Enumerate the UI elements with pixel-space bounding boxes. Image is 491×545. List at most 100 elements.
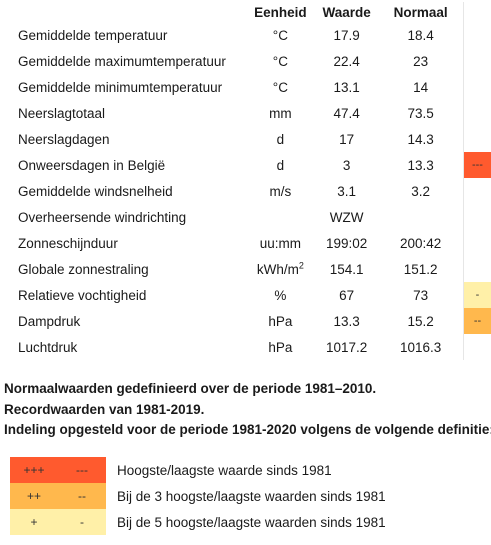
header-value: Waarde xyxy=(322,4,371,20)
row-label: Globale zonnestraling xyxy=(18,261,149,277)
row-label: Overheersende windrichting xyxy=(18,209,187,225)
header-normal: Normaal xyxy=(393,4,448,20)
table-row: Gemiddelde temperatuur °C 17.9 18.4 xyxy=(8,22,491,48)
legend-row: +++ --- Hoogste/laagste waarde sinds 198… xyxy=(10,457,386,483)
row-unit: hPa xyxy=(268,313,293,329)
note-record-period: Recordwaarden van 1981-2019. xyxy=(4,401,205,417)
row-normal: 151.2 xyxy=(403,261,438,277)
row-normal: 15.2 xyxy=(407,313,434,329)
climate-table: Eenheid Waarde Normaal Gemiddelde temper… xyxy=(8,2,491,360)
row-flag xyxy=(462,178,491,204)
legend-swatch-yellow: + - xyxy=(10,509,106,535)
row-unit: °C xyxy=(272,27,288,43)
row-label: Relatieve vochtigheid xyxy=(18,287,147,303)
row-flag xyxy=(462,334,491,360)
table-row: Zonneschijnduur uu:mm 199:02 200:42 xyxy=(8,230,491,256)
row-unit: hPa xyxy=(268,339,293,355)
row-flag xyxy=(462,48,491,74)
row-normal: 14.3 xyxy=(407,131,434,147)
row-label: Gemiddelde windsnelheid xyxy=(18,183,173,199)
row-value: 3 xyxy=(342,157,351,173)
row-value: 17 xyxy=(339,131,355,147)
table-row: Luchtdruk hPa 1017.2 1016.3 xyxy=(8,334,491,360)
legend-high-symbol: + xyxy=(30,515,38,529)
row-normal: 73 xyxy=(413,287,429,303)
row-label: Zonneschijnduur xyxy=(18,235,118,251)
row-normal: 1016.3 xyxy=(400,339,442,355)
notes: Normaalwaarden gedefinieerd over de peri… xyxy=(4,379,491,441)
row-normal: 73.5 xyxy=(407,105,434,121)
row-value: 199:02 xyxy=(326,235,368,251)
row-label: Onweersdagen in België xyxy=(18,157,166,173)
row-normal: 14 xyxy=(413,79,429,95)
row-normal xyxy=(378,204,463,230)
legend: +++ --- Hoogste/laagste waarde sinds 198… xyxy=(10,457,386,535)
row-normal: 23 xyxy=(413,53,429,69)
row-label: Neerslagtotaal xyxy=(18,105,106,121)
row-value: 1017.2 xyxy=(326,339,368,355)
row-unit: mm xyxy=(269,105,292,121)
table-row: Relatieve vochtigheid % 67 73 - xyxy=(8,282,491,308)
table-row: Gemiddelde windsnelheid m/s 3.1 3.2 xyxy=(8,178,491,204)
row-normal: 200:42 xyxy=(400,235,442,251)
row-flag xyxy=(462,74,491,100)
legend-low-symbol: - xyxy=(80,515,84,529)
legend-high-symbol: ++ xyxy=(26,489,41,503)
table-row: Overheersende windrichting WZW xyxy=(8,204,491,230)
row-value: 13.1 xyxy=(333,79,360,95)
row-unit: uu:mm xyxy=(259,235,301,251)
row-unit xyxy=(246,204,315,230)
row-normal: 13.3 xyxy=(407,157,434,173)
header-unit: Eenheid xyxy=(254,4,307,20)
row-unit: °C xyxy=(272,79,288,95)
table-row: Dampdruk hPa 13.3 15.2 -- xyxy=(8,308,491,334)
table-row: Neerslagdagen d 17 14.3 xyxy=(8,126,491,152)
legend-text: Hoogste/laagste waarde sinds 1981 xyxy=(117,462,332,478)
row-flag: -- xyxy=(462,308,491,334)
table-header-row: Eenheid Waarde Normaal xyxy=(8,2,491,22)
table-row: Gemiddelde minimumtemperatuur °C 13.1 14 xyxy=(8,74,491,100)
legend-swatch-orange: ++ -- xyxy=(10,483,106,509)
row-flag: - xyxy=(462,282,491,308)
legend-row: + - Bij de 5 hoogste/laagste waarden sin… xyxy=(10,509,386,535)
row-unit: kWh/m2 xyxy=(246,256,315,282)
row-normal: 18.4 xyxy=(407,27,434,43)
row-label: Luchtdruk xyxy=(18,339,78,355)
row-flag xyxy=(462,100,491,126)
note-classification: Indeling opgesteld voor de periode 1981-… xyxy=(4,422,491,437)
row-value: 154.1 xyxy=(329,261,364,277)
row-unit-superscript: 2 xyxy=(298,260,304,270)
row-value: 22.4 xyxy=(333,53,360,69)
legend-text: Bij de 3 hoogste/laagste waarden sinds 1… xyxy=(117,488,386,504)
row-label: Gemiddelde temperatuur xyxy=(18,27,168,43)
row-value: 13.3 xyxy=(333,313,360,329)
row-label: Gemiddelde minimumtemperatuur xyxy=(18,79,223,95)
note-normal-period: Normaalwaarden gedefinieerd over de peri… xyxy=(4,381,377,396)
row-flag xyxy=(462,22,491,48)
row-flag xyxy=(462,204,491,230)
legend-row: ++ -- Bij de 3 hoogste/laagste waarden s… xyxy=(10,483,386,509)
row-value: 3.1 xyxy=(337,183,357,199)
row-unit: m/s xyxy=(269,183,292,199)
row-value: 47.4 xyxy=(333,105,360,121)
row-value: 17.9 xyxy=(333,27,360,43)
row-normal: 3.2 xyxy=(411,183,431,199)
row-unit: °C xyxy=(272,53,288,69)
row-unit: d xyxy=(276,157,285,173)
header-label xyxy=(8,2,246,22)
row-value: WZW xyxy=(329,209,364,225)
row-label: Neerslagdagen xyxy=(18,131,110,147)
table-row: Gemiddelde maximumtemperatuur °C 22.4 23 xyxy=(8,48,491,74)
header-flag xyxy=(462,2,491,22)
table-row: Neerslagtotaal mm 47.4 73.5 xyxy=(8,100,491,126)
row-unit: d xyxy=(276,131,285,147)
legend-swatch-red: +++ --- xyxy=(10,457,106,483)
table-row: Globale zonnestraling kWh/m2 154.1 151.2 xyxy=(8,256,491,282)
legend-low-symbol: -- xyxy=(78,489,86,503)
legend-low-symbol: --- xyxy=(76,463,88,477)
legend-text: Bij de 5 hoogste/laagste waarden sinds 1… xyxy=(117,514,386,530)
table-row: Onweersdagen in België d 3 13.3 --- xyxy=(8,152,491,178)
row-flag xyxy=(462,256,491,282)
row-unit-text: kWh/m xyxy=(256,261,299,277)
row-unit: % xyxy=(274,287,287,303)
